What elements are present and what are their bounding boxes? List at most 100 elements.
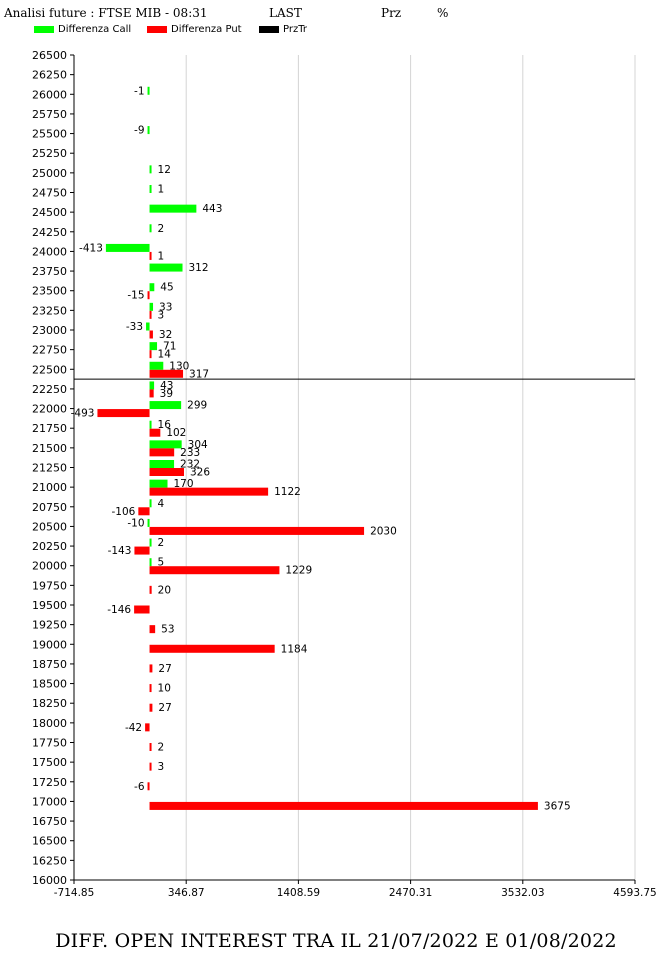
chart-title: Analisi future : FTSE MIB - 08:31 — [4, 6, 208, 20]
bar-call — [149, 538, 152, 547]
y-tick-label: 22000 — [32, 403, 67, 416]
y-tick-label: 23250 — [32, 304, 67, 317]
bar-put — [149, 625, 156, 634]
bar-label-put: 10 — [158, 683, 171, 695]
bar-put — [149, 428, 161, 437]
bar-put — [149, 526, 365, 535]
y-tick-label: 20500 — [32, 520, 67, 533]
y-tick-label: 25000 — [32, 167, 67, 180]
y-tick-label: 17000 — [32, 795, 67, 808]
bar-put — [149, 487, 269, 496]
y-tick-label: 23000 — [32, 324, 67, 337]
legend-item-prztr: PrzTr — [259, 24, 307, 35]
bar-label-put: 32 — [159, 329, 172, 341]
y-tick-label: 24750 — [32, 187, 67, 200]
bar-put — [149, 310, 152, 319]
bar-put — [149, 585, 152, 594]
bar-label-call: 312 — [189, 262, 209, 274]
bar-label-put: 1 — [158, 250, 165, 262]
y-tick-label: 23750 — [32, 265, 67, 278]
y-tick-label: 20000 — [32, 560, 67, 573]
bar-label-call: 4 — [158, 498, 165, 510]
bar-put — [149, 330, 153, 339]
bar-label-call: 5 — [158, 557, 165, 569]
bar-put — [149, 762, 152, 771]
bar-put — [149, 448, 175, 457]
bar-label-put: 1184 — [281, 643, 308, 655]
bar-label-call: -413 — [79, 242, 103, 254]
bar-label-put: -42 — [125, 722, 142, 734]
bar-label-call: 16 — [158, 419, 172, 431]
y-tick-label: 18500 — [32, 678, 67, 691]
legend-label-prztr: PrzTr — [283, 24, 307, 35]
y-tick-label: 19250 — [32, 619, 67, 632]
bar-label-put: 326 — [190, 467, 210, 479]
chart-area: -714.85 346.87 1408.59 2470.31 3532.03 4593.7… — [32, 49, 657, 899]
legend-item-call: Differenza Call — [34, 24, 131, 35]
bar-call — [149, 185, 152, 193]
y-tick-label: 26500 — [32, 49, 67, 62]
legend-swatch-put — [147, 26, 167, 33]
y-tick-label: 19000 — [32, 638, 67, 651]
x-tick-label: 346.87 — [168, 887, 205, 899]
bar-label-put: 3 — [158, 309, 165, 321]
bar-call — [149, 283, 155, 292]
bar-label-call: 12 — [158, 164, 171, 176]
y-tick-label: 20750 — [32, 501, 67, 514]
bar-put — [147, 291, 150, 300]
y-tick-label: 23500 — [32, 285, 67, 298]
bar-label-put: 1229 — [285, 565, 312, 577]
y-tick-label: 25250 — [32, 147, 67, 160]
y-tick-label: 17500 — [32, 756, 67, 769]
bar-put — [149, 684, 152, 693]
bar-label-put: 27 — [158, 663, 171, 675]
legend-label-put: Differenza Put — [171, 24, 242, 35]
bar-put — [149, 350, 152, 359]
bar-call — [105, 243, 150, 252]
bar-call — [149, 361, 164, 370]
bar-put — [149, 664, 153, 673]
y-tick-label: 17250 — [32, 776, 67, 789]
bar-label-call: 43 — [160, 380, 173, 392]
y-tick-label: 25750 — [32, 108, 67, 121]
prz-label: Prz — [381, 6, 402, 20]
bar-call — [149, 479, 168, 488]
y-tick-label: 17750 — [32, 737, 67, 750]
bar-put — [134, 546, 150, 555]
bar-call — [149, 263, 183, 272]
bar-label-call: 170 — [174, 478, 194, 490]
bar-call — [149, 420, 152, 429]
y-tick-label: 21250 — [32, 462, 67, 475]
bar-put — [97, 409, 150, 418]
bar-label-call: 45 — [160, 282, 173, 294]
bar-put — [149, 369, 184, 378]
bar-label-put: 3 — [158, 761, 165, 773]
bar-label-put: 317 — [189, 368, 209, 380]
x-tick-label: -714.85 — [54, 887, 95, 899]
y-tick-label: 16000 — [32, 874, 67, 887]
bar-put — [149, 801, 538, 810]
bar-label-put: 14 — [158, 349, 172, 361]
y-tick-label: 26000 — [32, 88, 67, 101]
bar-label-call: 443 — [202, 203, 222, 215]
bar-label-call: 304 — [188, 439, 208, 451]
legend-label-call: Differenza Call — [58, 24, 132, 35]
chart-footer: DIFF. OPEN INTEREST TRA IL 21/07/2022 E … — [55, 930, 617, 952]
bar-label-put: 1122 — [274, 486, 301, 498]
y-tick-label: 18750 — [32, 658, 67, 671]
bar-label-call: -10 — [127, 517, 144, 529]
bar-label-call: 1 — [158, 184, 165, 196]
bar-put — [149, 644, 275, 653]
bar-label-call: 2 — [158, 537, 165, 549]
bar-label-put: 233 — [180, 447, 200, 459]
bar-label-call: -9 — [134, 125, 144, 137]
bar-call — [149, 558, 152, 567]
bar-call — [149, 224, 152, 233]
y-tick-label: 22750 — [32, 344, 67, 357]
bar-call — [147, 86, 150, 95]
bar-label-call: 33 — [159, 301, 172, 313]
y-tick-label: 18250 — [32, 697, 67, 710]
bar-label-call: -33 — [126, 321, 143, 333]
bar-call — [147, 518, 150, 527]
x-tick-label: 3532.03 — [501, 887, 544, 899]
